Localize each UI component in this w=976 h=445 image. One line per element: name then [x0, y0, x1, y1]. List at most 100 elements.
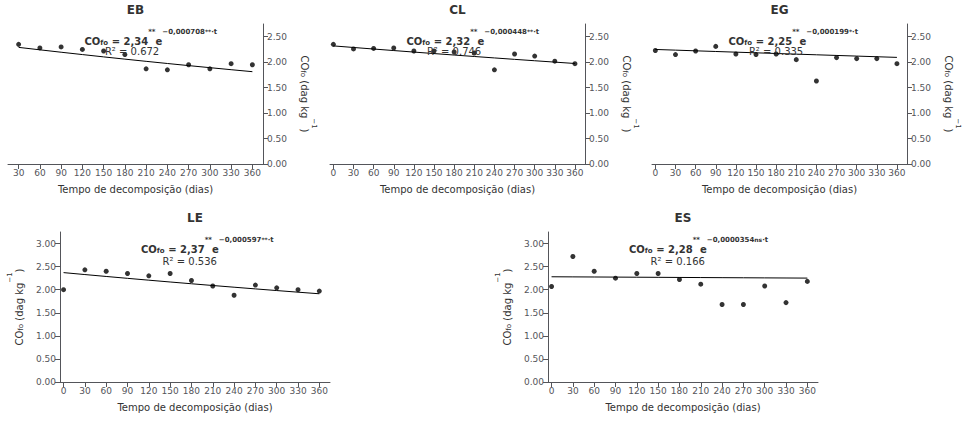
svg-text:CO: CO: [407, 36, 423, 47]
svg-text:R² = 0.335: R² = 0.335: [749, 46, 803, 57]
svg-text:−1: −1: [954, 118, 962, 128]
svg-text:240: 240: [713, 386, 730, 396]
svg-text:90: 90: [610, 386, 622, 396]
svg-text:30: 30: [348, 168, 360, 178]
svg-text:): ): [943, 129, 954, 133]
svg-text:2.00: 2.00: [524, 285, 544, 295]
svg-text:−0,0000354: −0,0000354: [707, 236, 755, 244]
svg-text:330: 330: [546, 168, 563, 178]
svg-text:300: 300: [268, 386, 285, 396]
svg-text:180: 180: [116, 168, 133, 178]
svg-text:150: 150: [650, 386, 667, 396]
svg-text:−0,000708: −0,000708: [162, 28, 205, 36]
svg-text:270: 270: [180, 168, 197, 178]
svg-text:1.50: 1.50: [589, 83, 609, 93]
svg-text:300: 300: [848, 168, 865, 178]
svg-text:120: 120: [74, 168, 91, 178]
svg-text:Tempo de decomposição (dias): Tempo de decomposição (dias): [379, 184, 535, 195]
svg-text:0.50: 0.50: [36, 354, 56, 364]
svg-text:330: 330: [868, 168, 885, 178]
svg-text:240: 240: [808, 168, 825, 178]
svg-text:0.50: 0.50: [267, 134, 287, 144]
svg-text:CO: CO: [943, 55, 954, 70]
svg-text:1.50: 1.50: [911, 83, 931, 93]
svg-text:180: 180: [183, 386, 200, 396]
svg-text:·t: ·t: [852, 28, 859, 36]
svg-text:R² = 0.536: R² = 0.536: [163, 256, 217, 267]
svg-text:Tempo de decomposição (dias): Tempo de decomposição (dias): [701, 184, 857, 195]
svg-text:1.50: 1.50: [36, 308, 56, 318]
svg-text:(dag kg: (dag kg: [943, 77, 954, 118]
svg-text:300: 300: [201, 168, 218, 178]
svg-text:240: 240: [225, 386, 242, 396]
svg-text:2.50: 2.50: [524, 262, 544, 272]
svg-text:): ): [621, 129, 632, 133]
svg-text:2.00: 2.00: [36, 285, 56, 295]
svg-text:210: 210: [204, 386, 221, 396]
svg-text:CO: CO: [621, 55, 632, 70]
svg-text:−1: −1: [310, 118, 318, 128]
svg-text:90: 90: [388, 168, 400, 178]
svg-text:30: 30: [670, 168, 682, 178]
svg-text:30: 30: [79, 386, 91, 396]
svg-text:1.00: 1.00: [524, 331, 544, 341]
svg-text:CO: CO: [502, 331, 513, 346]
svg-text:270: 270: [506, 168, 523, 178]
svg-text:= 2,28: = 2,28: [653, 244, 693, 255]
svg-text:−0,000597: −0,000597: [219, 236, 262, 244]
svg-text:90: 90: [55, 168, 67, 178]
svg-text:EB: EB: [127, 3, 144, 17]
svg-text:1.00: 1.00: [267, 108, 287, 118]
svg-text:180: 180: [446, 168, 463, 178]
svg-text:**: **: [792, 28, 800, 36]
svg-text:**: **: [470, 28, 478, 36]
svg-text:Tempo de decomposição (dias): Tempo de decomposição (dias): [116, 402, 272, 413]
svg-text:·t: ·t: [211, 28, 218, 36]
svg-text:120: 120: [628, 386, 645, 396]
svg-text:2.50: 2.50: [911, 32, 931, 42]
svg-text:1.00: 1.00: [36, 331, 56, 341]
svg-text:−0,000199: −0,000199: [806, 28, 849, 36]
svg-text:0: 0: [549, 386, 555, 396]
svg-text:fo: fo: [943, 70, 951, 77]
svg-text:120: 120: [727, 168, 744, 178]
svg-text:270: 270: [247, 386, 264, 396]
svg-text:0: 0: [61, 386, 67, 396]
svg-text:−0,000448: −0,000448: [484, 28, 527, 36]
svg-text:210: 210: [466, 168, 483, 178]
svg-text:LE: LE: [187, 211, 203, 225]
svg-text:−1: −1: [494, 272, 502, 282]
svg-text:Tempo de decomposição (dias): Tempo de decomposição (dias): [604, 402, 760, 413]
svg-text:1.00: 1.00: [589, 108, 609, 118]
svg-text:240: 240: [486, 168, 503, 178]
svg-text:90: 90: [710, 168, 722, 178]
svg-text:0.50: 0.50: [589, 134, 609, 144]
svg-text:3.00: 3.00: [524, 239, 544, 249]
svg-text:360: 360: [566, 168, 583, 178]
svg-text:270: 270: [735, 386, 752, 396]
svg-text:270: 270: [828, 168, 845, 178]
svg-text:0.00: 0.00: [911, 159, 931, 169]
svg-text:120: 120: [405, 168, 422, 178]
svg-text:e: e: [700, 244, 707, 255]
svg-text:(dag kg: (dag kg: [14, 283, 25, 324]
svg-text:120: 120: [140, 386, 157, 396]
svg-text:60: 60: [34, 168, 46, 178]
svg-text:fo: fo: [505, 324, 513, 331]
svg-text:360: 360: [799, 386, 816, 396]
svg-text:0: 0: [330, 168, 336, 178]
svg-text:180: 180: [768, 168, 785, 178]
svg-text:2.00: 2.00: [267, 57, 287, 67]
svg-text:0.00: 0.00: [524, 377, 544, 387]
svg-text:1.50: 1.50: [267, 83, 287, 93]
svg-text:0.50: 0.50: [524, 354, 544, 364]
svg-text:): ): [502, 268, 513, 272]
svg-text:60: 60: [100, 386, 112, 396]
svg-text:e: e: [212, 244, 219, 255]
svg-text:−1: −1: [632, 118, 640, 128]
svg-text:150: 150: [425, 168, 442, 178]
svg-text:Tempo de decomposição (dias): Tempo de decomposição (dias): [57, 184, 213, 195]
svg-text:(dag kg: (dag kg: [502, 283, 513, 324]
svg-text:R² = 0.672: R² = 0.672: [105, 46, 159, 57]
svg-text:60: 60: [588, 386, 600, 396]
